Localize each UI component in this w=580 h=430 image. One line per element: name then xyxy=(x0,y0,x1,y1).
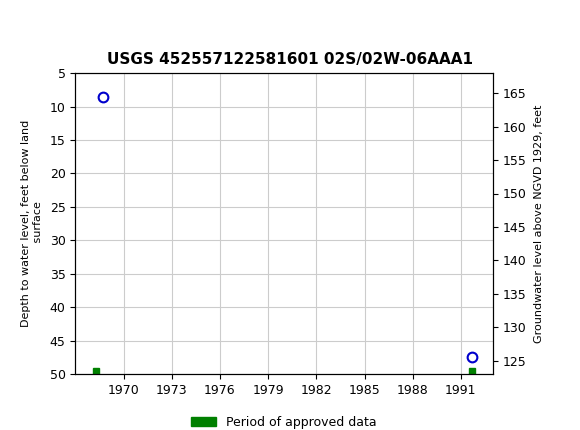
Legend: Period of approved data: Period of approved data xyxy=(186,411,382,430)
Text: ▒USGS: ▒USGS xyxy=(12,11,86,40)
Y-axis label: Depth to water level, feet below land
 surface: Depth to water level, feet below land su… xyxy=(21,120,43,327)
Text: USGS 452557122581601 02S/02W-06AAA1: USGS 452557122581601 02S/02W-06AAA1 xyxy=(107,52,473,67)
Y-axis label: Groundwater level above NGVD 1929, feet: Groundwater level above NGVD 1929, feet xyxy=(534,104,543,343)
